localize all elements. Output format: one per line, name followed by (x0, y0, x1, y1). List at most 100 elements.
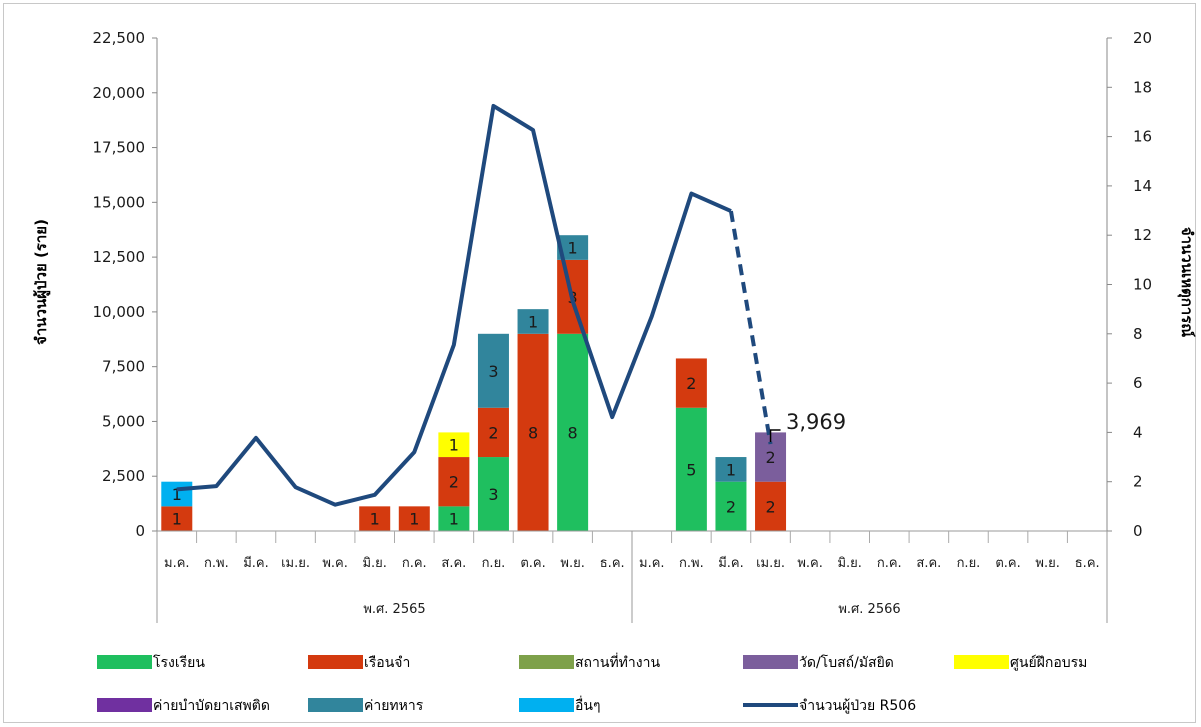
bar-segment (477, 407, 509, 458)
legend-label: โรงเรียน (153, 654, 205, 671)
right-tick-label: 14 (1133, 177, 1152, 195)
bar-data-label: 2 (765, 448, 775, 467)
right-tick-label: 20 (1133, 29, 1152, 47)
bar-segment (438, 506, 470, 531)
series-line-r506 (176, 103, 732, 507)
bar-segment (755, 481, 787, 531)
legend-label: สถานที่ทำงาน (575, 653, 660, 671)
bar-data-label: 2 (449, 473, 459, 492)
bar-segment (477, 333, 509, 408)
legend-label: เรือนจำ (364, 655, 410, 671)
left-tick-label: 20,000 (93, 84, 146, 102)
bar-segment (517, 309, 549, 334)
x-tick-label: ก.พ. (679, 556, 704, 571)
legend-swatch (308, 698, 363, 712)
x-tick-label: ม.ค. (164, 556, 190, 571)
x-tick-label: ธ.ค. (1075, 556, 1100, 571)
left-tick-label: 15,000 (93, 193, 146, 211)
right-tick-label: 12 (1133, 226, 1152, 244)
bar-segment (161, 506, 193, 531)
bar-data-label: 2 (686, 374, 696, 393)
bar-data-label: 1 (528, 312, 538, 331)
legend-swatch (954, 655, 1009, 669)
x-tick-label: พ.ย. (1035, 556, 1059, 571)
bar-segment (557, 333, 589, 531)
bar-data-label: 2 (726, 497, 736, 516)
bar-data-label: 1 (726, 460, 736, 479)
left-tick-label: 7,500 (102, 358, 145, 376)
y2-axis-label: จำนวนเหตุการณ์ (1177, 227, 1196, 337)
x-tick-label: ต.ค. (995, 556, 1020, 571)
bar-data-label: 2 (765, 497, 775, 516)
x-tick-label: มิ.ย. (362, 556, 386, 571)
bar-data-label: 1 (568, 239, 578, 258)
annotation-leader (769, 429, 781, 443)
x-tick-label: ก.ย. (482, 556, 506, 571)
x-axis: ม.ค. ก.พ. มี.ค. เม.ย. พ.ค. มิ.ย. ก.ค. ส.ค. ก.ย. ต… (156, 530, 1108, 623)
bar-data-label: 2 (488, 423, 498, 442)
legend-swatch (97, 655, 152, 669)
legend-swatch (97, 698, 152, 712)
x-tick-label: เม.ย. (281, 556, 310, 571)
legend-label: วัด/โบสถ์/มัสยิด (799, 654, 894, 671)
right-tick-label: 16 (1133, 128, 1152, 146)
line-layer (176, 103, 781, 507)
bar-segment (675, 407, 707, 531)
bar-data-label: 1 (409, 510, 419, 529)
y-axis-label: จำนวนผู้ป่วย (ราย) (32, 219, 51, 345)
bar-data-label: 8 (568, 423, 578, 442)
x-tick-label: พ.ค. (322, 556, 348, 571)
bar-data-label: 1 (172, 485, 182, 504)
bar-data-label: 1 (172, 510, 182, 529)
x-tick-label: ต.ค. (520, 556, 545, 571)
bar-segment (477, 457, 509, 531)
legend-swatch (743, 655, 798, 669)
x-tick-label: ก.ค. (877, 556, 902, 571)
bar-data-label: 1 (449, 510, 459, 529)
x-tick-label: ส.ค. (441, 556, 466, 571)
left-tick-label: 22,500 (93, 29, 146, 47)
x-tick-label: ก.ย. (957, 556, 981, 571)
bar-data-label: 3 (488, 485, 498, 504)
legend-swatch (308, 655, 363, 669)
x-tick-label: พ.ค. (797, 556, 823, 571)
left-tick-label: 12,500 (93, 248, 146, 266)
x-tick-label: มี.ค. (243, 555, 269, 571)
left-tick-label: 5,000 (102, 412, 145, 430)
bar-segment (438, 432, 470, 458)
legend-label: ค่ายบำบัดยาเสพติด (153, 698, 270, 714)
right-axis: 0 2 4 6 8 10 12 14 16 18 20 (1106, 29, 1152, 540)
left-tick-label: 17,500 (93, 139, 146, 157)
x-tick-label: ก.ค. (402, 556, 427, 571)
series-line-r506-dashed (728, 210, 773, 445)
x-tick-label: มิ.ย. (837, 556, 861, 571)
x-tick-label: ม.ค. (639, 556, 665, 571)
x-tick-label: มี.ค. (718, 555, 744, 571)
left-tick-label: 2,500 (102, 467, 145, 485)
right-tick-label: 10 (1133, 276, 1152, 294)
chart-frame (3, 3, 1196, 723)
x-tick-label: ธ.ค. (600, 556, 625, 571)
bar-data-label: 3 (488, 362, 498, 381)
legend-swatch (519, 698, 574, 712)
legend-label: ค่ายทหาร (364, 698, 424, 714)
annotation-label: 3,969 (786, 410, 846, 434)
year-label: พ.ศ. 2566 (838, 602, 900, 617)
legend-label: อื่นๆ (575, 696, 601, 714)
legend: โรงเรียน เรือนจำ สถานที่ทำงาน วัด/โบสถ์/มัส… (97, 653, 1087, 714)
left-tick-label: 10,000 (93, 303, 146, 321)
bar-data-label: 1 (370, 510, 380, 529)
bar-segment (715, 457, 747, 482)
x-tick-label: ก.พ. (204, 556, 229, 571)
left-axis: 0 2,500 5,000 7,500 10,000 12,500 15,000 17,500… (93, 29, 158, 540)
bar-segment (715, 481, 747, 531)
right-tick-label: 8 (1133, 325, 1143, 343)
bar-segment (438, 457, 470, 507)
legend-label: จำนวนผู้ป่วย R506 (799, 698, 916, 714)
right-tick-label: 2 (1133, 473, 1143, 491)
bar-segment (398, 506, 430, 531)
right-tick-label: 18 (1133, 78, 1152, 96)
bar-segment (517, 333, 549, 531)
